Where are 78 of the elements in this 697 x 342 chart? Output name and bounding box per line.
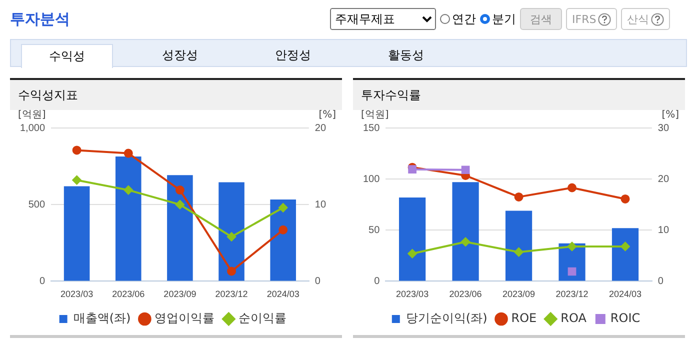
text: 검색 [520,8,562,30]
y2-tick-label: 20 [314,122,326,134]
legend-label: ROA [560,311,588,326]
y-tick-label: 500 [28,199,46,210]
chart-title: 수익성지표 [10,80,342,110]
y-tick-label: 100 [362,174,380,185]
y2-tick-label: 0 [314,276,321,287]
point [175,200,184,210]
x-tick-label: 2023/03 [396,289,429,300]
y2-axis-title: [%] [318,110,336,121]
text: IFRS [572,12,596,26]
chart-title: 투자수익률 [353,80,685,110]
bar [452,182,479,281]
bar [505,210,532,281]
bar [115,156,142,281]
point [568,242,577,251]
y2-tick-label: 30 [658,122,670,134]
point [408,165,416,174]
text: 수익성 [21,44,113,68]
x-tick-label: 2023/06 [449,289,482,300]
point [408,249,417,258]
x-tick-label: 2023/12 [556,289,588,300]
x-tick-label: 2023/09 [164,289,196,300]
y-axis-title: [억원] [361,110,389,121]
x-tick-label: 2024/03 [608,289,642,300]
point [461,166,470,174]
text: 투자분석 [10,10,70,29]
point [568,183,577,192]
bar [167,175,193,281]
point [514,192,524,202]
y2-axis-title: [%] [662,110,680,121]
x-tick-label: 2023/12 [215,289,248,300]
legend-label: 매출액(좌) [73,311,131,326]
x-tick-label: 2023/03 [60,289,94,300]
y-tick-label: 0 [374,276,380,287]
point [620,242,630,251]
point [175,186,184,195]
legend-label: ROE [511,311,537,326]
y-tick-label: 1,000 [20,122,46,134]
y2-tick-label: 10 [658,224,670,236]
point [514,248,524,257]
legend-label: 순이익률 [238,311,287,326]
text: 성장성 [161,47,199,64]
point [124,148,133,158]
point [278,203,288,212]
point [568,267,576,276]
y2-tick-label: 0 [658,276,664,287]
point [72,176,82,185]
bar [64,186,90,281]
point [461,237,470,246]
y2-tick-label: 10 [314,199,326,210]
y-tick-label: 0 [39,276,46,287]
point [278,225,288,234]
x-tick-label: 2023/09 [502,289,536,300]
text: 안정성 [274,47,312,64]
x-tick-label: 2023/06 [112,289,145,300]
text: 산식 [627,12,650,26]
y2-tick-label: 20 [658,174,670,185]
point [72,146,82,155]
text: 주재무제표 [330,8,436,30]
x-tick-label: 2024/03 [266,289,300,300]
legend-label: ROIC [610,311,640,326]
bar [218,182,244,281]
point [124,186,133,195]
y-axis-title: [억원] [18,110,46,121]
y-tick-label: 150 [362,122,380,134]
text: 분기 [492,10,516,28]
point [227,266,236,276]
y-tick-label: 50 [368,224,380,236]
point [620,194,630,204]
bar [398,197,426,281]
point [227,232,236,242]
bar [612,228,639,281]
text: 활동성 [387,47,425,64]
text: 연간 [452,10,476,28]
legend-label: 영업이익률 [154,311,215,326]
bar [270,200,296,281]
legend-label: 당기순이익(좌) [406,311,488,326]
